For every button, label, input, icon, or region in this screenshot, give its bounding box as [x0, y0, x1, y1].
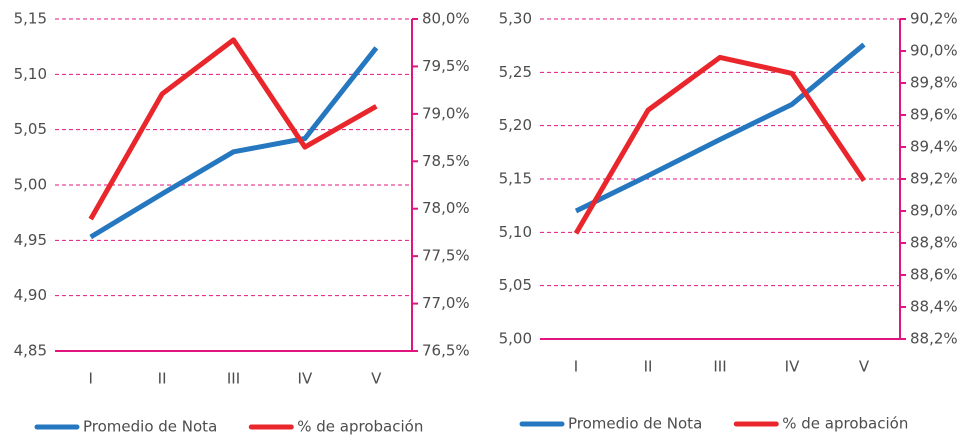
- y-tick-label: 5,00: [499, 330, 532, 348]
- y2-tick-label: 79,5%: [422, 57, 470, 75]
- y-tick-label: 5,15: [14, 10, 47, 28]
- y2-tick-label: 77,0%: [422, 294, 470, 312]
- x-tick-label: IV: [298, 370, 313, 388]
- y-tick-label: 4,85: [14, 342, 47, 360]
- legend-label: Promedio de Nota: [83, 418, 217, 436]
- x-tick-label: I: [574, 358, 578, 376]
- y2-tick-label: 89,6%: [910, 106, 958, 124]
- x-tick-label: I: [88, 370, 92, 388]
- y2-tick-label: 88,8%: [910, 234, 958, 252]
- y-tick-label: 5,00: [14, 176, 47, 194]
- series-line: [89, 46, 379, 240]
- y2-tick-label: 88,4%: [910, 298, 958, 316]
- y2-tick-label: 79,0%: [422, 104, 470, 122]
- y-tick-label: 5,05: [14, 120, 47, 138]
- y2-tick-label: 76,5%: [422, 342, 470, 360]
- y2-tick-label: 88,6%: [910, 266, 958, 284]
- series-line: [88, 37, 378, 221]
- y2-tick-label: 90,0%: [910, 42, 958, 60]
- y-tick-label: 5,25: [499, 63, 532, 81]
- x-tick-label: V: [859, 358, 870, 376]
- series-line: [573, 54, 867, 235]
- legend-label: Promedio de Nota: [568, 415, 702, 433]
- y2-tick-label: 90,2%: [910, 10, 958, 28]
- y-tick-label: 5,15: [499, 170, 532, 188]
- y-tick-label: 5,30: [499, 10, 532, 28]
- y2-tick-label: 88,2%: [910, 330, 958, 348]
- y2-tick-label: 78,5%: [422, 152, 470, 170]
- y-tick-label: 5,20: [499, 116, 532, 134]
- y-tick-label: 5,10: [499, 223, 532, 241]
- x-tick-label: II: [644, 358, 653, 376]
- legend-label: % de aprobación: [782, 415, 908, 433]
- x-tick-label: V: [371, 370, 382, 388]
- y2-tick-label: 89,8%: [910, 74, 958, 92]
- y2-tick-label: 80,0%: [422, 10, 470, 28]
- y2-tick-label: 89,4%: [910, 138, 958, 156]
- x-tick-label: IV: [785, 358, 800, 376]
- legend-label: % de aprobación: [297, 418, 423, 436]
- x-tick-label: III: [227, 370, 240, 388]
- y2-tick-label: 89,0%: [910, 202, 958, 220]
- y-tick-label: 4,95: [14, 231, 47, 249]
- y2-tick-label: 77,5%: [422, 247, 470, 265]
- series-line: [574, 42, 866, 214]
- y-tick-label: 4,90: [14, 286, 47, 304]
- y2-tick-label: 89,2%: [910, 170, 958, 188]
- x-tick-label: III: [713, 358, 726, 376]
- y-tick-label: 5,10: [14, 65, 47, 83]
- y-tick-label: 5,05: [499, 276, 532, 294]
- x-tick-label: II: [158, 370, 167, 388]
- y2-tick-label: 78,0%: [422, 199, 470, 217]
